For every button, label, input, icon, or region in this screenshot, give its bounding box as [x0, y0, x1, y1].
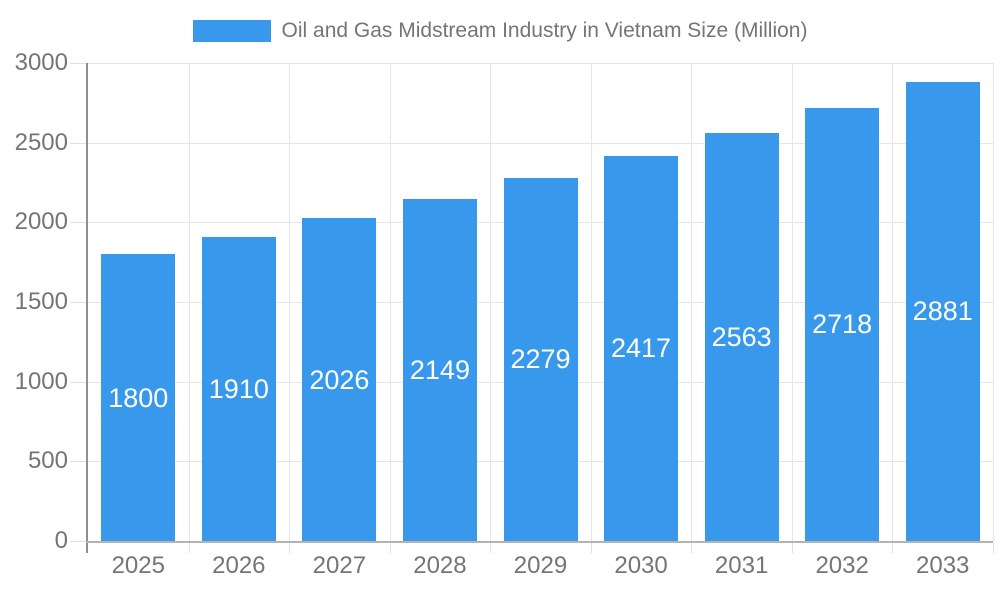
- y-axis-tick: [70, 302, 88, 303]
- x-axis-tick: [993, 543, 994, 553]
- v-gridline: [591, 63, 592, 541]
- bar-value-label: 1910: [208, 373, 269, 404]
- v-gridline: [490, 63, 491, 541]
- x-axis-tick: [289, 543, 290, 553]
- v-gridline: [390, 63, 391, 541]
- x-axis-label: 2030: [614, 552, 668, 579]
- x-axis-label: 2028: [413, 552, 467, 579]
- h-gridline: [88, 63, 993, 64]
- bar-value-label: 2563: [711, 321, 772, 352]
- bar: [905, 81, 980, 541]
- bar-value-label: 2279: [510, 344, 571, 375]
- v-gridline: [289, 63, 290, 541]
- x-axis-label: 2025: [111, 552, 165, 579]
- x-axis-tick: [189, 543, 190, 553]
- x-axis-tick: [691, 543, 692, 553]
- y-axis-tick: [70, 382, 88, 383]
- bar: [402, 198, 477, 541]
- bar-value-label: 2149: [409, 354, 470, 385]
- v-gridline: [691, 63, 692, 541]
- v-gridline: [993, 63, 994, 541]
- y-axis-tick: [70, 63, 88, 64]
- y-axis-label: 0: [54, 527, 68, 554]
- bar-value-label: 2417: [611, 333, 672, 364]
- y-axis-label: 2500: [14, 129, 68, 156]
- x-axis-label: 2027: [312, 552, 367, 579]
- bar: [101, 254, 176, 541]
- x-axis-tick: [390, 543, 391, 553]
- x-axis-label: 2032: [815, 552, 869, 579]
- bar: [604, 155, 679, 541]
- bar: [805, 107, 880, 541]
- y-axis-tick: [70, 541, 88, 542]
- x-axis-label: 2026: [212, 552, 266, 579]
- y-axis-tick: [70, 143, 88, 144]
- chart-legend-item[interactable]: Oil and Gas Midstream Industry in Vietna…: [0, 19, 1000, 43]
- v-gridline: [792, 63, 793, 541]
- v-gridline: [189, 63, 190, 541]
- x-axis-tick: [591, 543, 592, 553]
- y-axis-label: 500: [27, 447, 68, 474]
- bar: [302, 218, 377, 541]
- legend-label: Oil and Gas Midstream Industry in Vietna…: [281, 19, 808, 42]
- h-gridline: [88, 143, 993, 144]
- bar-value-label: 1800: [108, 382, 169, 413]
- y-axis-tick: [70, 461, 88, 462]
- x-axis-tick: [490, 543, 491, 553]
- y-axis-label: 1500: [14, 288, 68, 315]
- y-axis-line: [86, 63, 88, 553]
- x-axis-label: 2031: [714, 552, 769, 579]
- x-axis-tick: [892, 543, 893, 553]
- x-axis-label: 2029: [513, 552, 568, 579]
- bar-value-label: 2026: [309, 364, 370, 395]
- x-axis-line: [86, 541, 993, 543]
- y-axis-label: 3000: [14, 49, 68, 76]
- x-axis-tick: [792, 543, 793, 553]
- bar-value-label: 2718: [812, 309, 873, 340]
- legend-swatch-icon: [192, 20, 271, 42]
- y-axis-tick: [70, 222, 88, 223]
- y-axis-label: 1000: [14, 368, 68, 395]
- y-axis-label: 2000: [14, 208, 68, 235]
- x-axis-label: 2033: [916, 552, 970, 579]
- bar: [704, 132, 779, 541]
- bar: [201, 236, 276, 541]
- bar: [503, 177, 578, 541]
- bar-value-label: 2881: [912, 296, 973, 327]
- v-gridline: [892, 63, 893, 541]
